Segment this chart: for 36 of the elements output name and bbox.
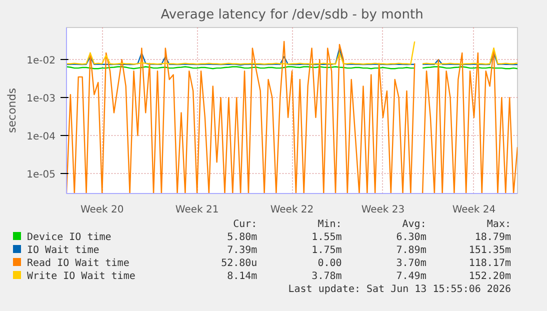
- text: 5.80m: [226, 231, 258, 244]
- text: Max:: [486, 218, 512, 231]
- text: 7.89m: [395, 244, 428, 257]
- text: Last update: Sat Jun 13 15:55:06 2026: [287, 283, 512, 296]
- legend-label: IO Wait time: [26, 244, 100, 257]
- y-tick-label: 1e-03: [26, 94, 56, 105]
- y-axis-title: seconds: [6, 88, 19, 133]
- text: 152.20m: [468, 270, 512, 283]
- text: 1.75m: [310, 244, 343, 257]
- chart-title: Average latency for /dev/sdb - by month: [160, 8, 424, 22]
- text: 151.35m: [468, 244, 512, 257]
- x-tick-label: Week 23: [361, 204, 405, 216]
- text: 8.14m: [226, 270, 258, 283]
- text: Cur:: [232, 218, 258, 231]
- text: Avg:: [401, 218, 428, 231]
- text: 52.80u: [220, 257, 258, 270]
- legend-label: Read IO Wait time: [26, 257, 130, 270]
- text: 6.30m: [395, 231, 428, 244]
- text: 3.78m: [310, 270, 343, 283]
- y-tick-label: 1e-04: [26, 132, 56, 143]
- text: 7.49m: [395, 270, 428, 283]
- text: 1.55m: [310, 231, 343, 244]
- x-tick-label: Week 20: [80, 204, 124, 216]
- text: 18.79m: [474, 231, 512, 244]
- x-tick-label: Week 22: [270, 204, 314, 216]
- text: Min:: [316, 218, 343, 231]
- x-tick-label: Week 24: [452, 204, 496, 216]
- text: 3.70m: [395, 257, 428, 270]
- x-tick-label: Week 21: [175, 204, 219, 216]
- text: 118.17m: [468, 257, 512, 270]
- text: 0.00: [316, 257, 343, 270]
- legend-label: Device IO time: [26, 231, 112, 244]
- legend-label: Write IO Wait time: [26, 270, 136, 283]
- y-tick-label: 1e-02: [26, 56, 56, 67]
- y-tick-label: 1e-05: [26, 170, 56, 181]
- text: 7.39m: [226, 244, 258, 257]
